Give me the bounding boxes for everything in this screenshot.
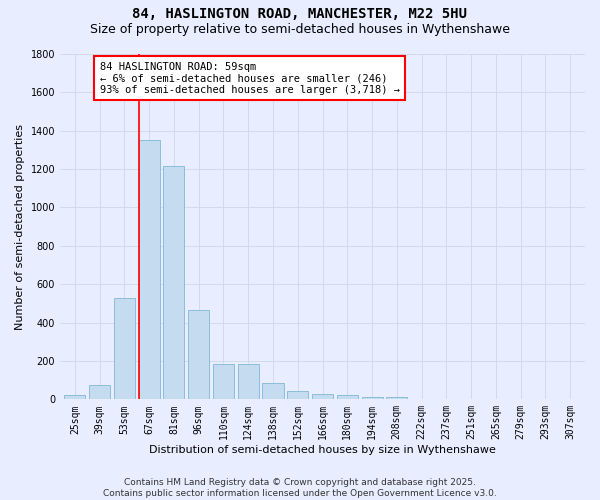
Bar [386, 398, 407, 400]
Bar [139, 140, 160, 400]
Y-axis label: Number of semi-detached properties: Number of semi-detached properties [15, 124, 25, 330]
Bar [362, 398, 383, 400]
Bar [114, 298, 135, 400]
Bar [312, 394, 333, 400]
Bar [89, 385, 110, 400]
Text: 84, HASLINGTON ROAD, MANCHESTER, M22 5HU: 84, HASLINGTON ROAD, MANCHESTER, M22 5HU [133, 8, 467, 22]
Bar [163, 166, 184, 400]
Text: 84 HASLINGTON ROAD: 59sqm
← 6% of semi-detached houses are smaller (246)
93% of : 84 HASLINGTON ROAD: 59sqm ← 6% of semi-d… [100, 62, 400, 95]
Bar [213, 364, 234, 400]
Bar [262, 383, 284, 400]
Bar [287, 390, 308, 400]
Text: Size of property relative to semi-detached houses in Wythenshawe: Size of property relative to semi-detach… [90, 22, 510, 36]
Bar [188, 310, 209, 400]
Text: Contains HM Land Registry data © Crown copyright and database right 2025.
Contai: Contains HM Land Registry data © Crown c… [103, 478, 497, 498]
Bar [64, 396, 85, 400]
X-axis label: Distribution of semi-detached houses by size in Wythenshawe: Distribution of semi-detached houses by … [149, 445, 496, 455]
Bar [238, 364, 259, 400]
Bar [337, 396, 358, 400]
